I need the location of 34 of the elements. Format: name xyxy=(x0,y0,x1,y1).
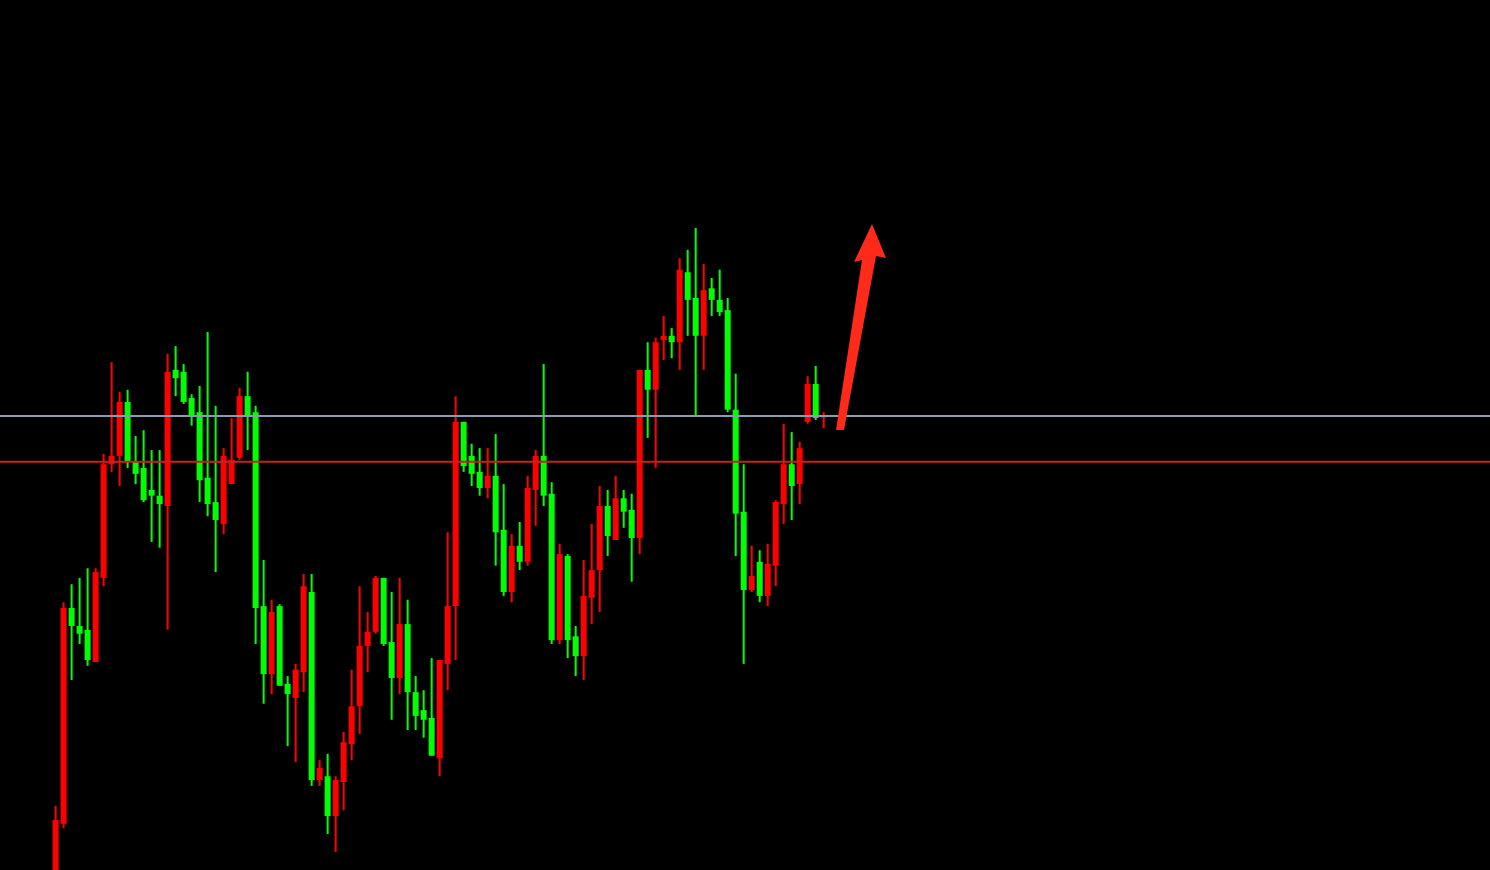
candlestick xyxy=(140,429,147,504)
candlestick xyxy=(412,675,419,732)
candlestick xyxy=(604,488,611,558)
candlestick xyxy=(148,449,155,543)
candlestick xyxy=(796,440,803,506)
candlestick xyxy=(484,447,491,500)
candlestick xyxy=(156,449,163,549)
candlestick xyxy=(364,610,371,674)
candlestick xyxy=(708,277,715,317)
candlestick xyxy=(684,248,691,337)
candlestick xyxy=(748,544,755,593)
candlestick xyxy=(316,759,323,787)
candlestick xyxy=(788,431,795,522)
candlestick xyxy=(172,345,179,398)
candlestick xyxy=(428,657,435,757)
candlestick xyxy=(68,583,75,681)
candlestick xyxy=(476,447,483,497)
candlestick xyxy=(460,420,467,473)
candlestick xyxy=(508,533,515,604)
candlestick xyxy=(668,327,675,360)
candlestick xyxy=(756,549,763,604)
candlestick xyxy=(204,330,211,518)
candlestick xyxy=(700,262,707,371)
candlestick xyxy=(516,521,523,572)
candlestick xyxy=(692,226,699,418)
candlestick xyxy=(84,567,91,667)
candlestick xyxy=(812,364,819,421)
candlestick xyxy=(324,752,331,836)
candlestick xyxy=(804,375,811,425)
candlestick xyxy=(212,404,219,574)
candlestick xyxy=(612,474,619,541)
candlestick xyxy=(652,336,659,470)
candlestick xyxy=(628,492,635,583)
candlestick xyxy=(644,341,651,439)
